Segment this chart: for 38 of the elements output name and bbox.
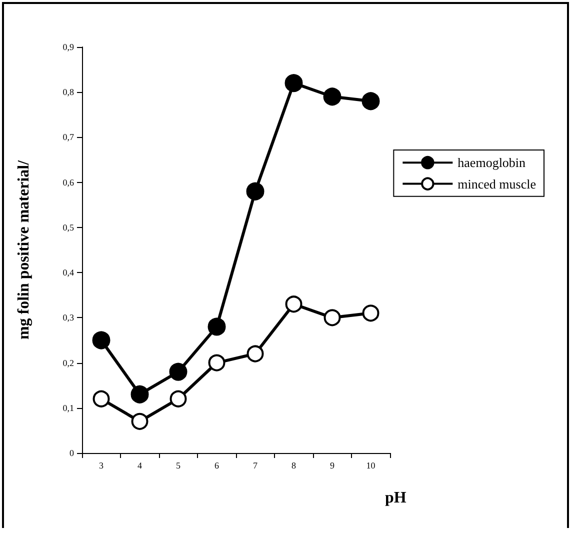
point xyxy=(170,390,187,408)
y-tick-label: 0,8 xyxy=(62,87,74,98)
point xyxy=(362,304,380,322)
point xyxy=(92,390,110,408)
x-tick-label: 3 xyxy=(99,460,104,470)
y-tick-label: 0,1 xyxy=(62,402,74,413)
x-tick-label: 8 xyxy=(292,460,296,470)
legend-label: haemoglobin xyxy=(458,155,526,170)
y-tick-label: 0,4 xyxy=(62,268,74,278)
point xyxy=(92,331,110,350)
point xyxy=(169,362,188,381)
point xyxy=(130,385,149,404)
y-tick-label: 0,3 xyxy=(62,312,74,323)
x-tick-label: 10 xyxy=(366,460,376,470)
point xyxy=(285,296,302,313)
point xyxy=(362,92,380,110)
point xyxy=(246,345,264,362)
y-tick-label: 0 xyxy=(70,448,74,458)
x-axis-title: pH xyxy=(385,490,407,506)
point xyxy=(208,318,226,336)
y-tick-label: 0,2 xyxy=(62,358,74,368)
point xyxy=(324,309,341,326)
y-axis-title: mg folin positive material/ xyxy=(16,160,32,340)
point xyxy=(284,74,303,92)
x-tick-label: 4 xyxy=(138,460,142,470)
y-tick-label: 0,5 xyxy=(62,222,74,232)
point xyxy=(131,412,148,430)
y-tick-label: 0,9 xyxy=(62,42,74,52)
point xyxy=(246,182,264,200)
y-tick-label: 0,6 xyxy=(62,177,74,188)
legend-label: minced muscle xyxy=(458,176,536,192)
y-tick-label: 0,7 xyxy=(62,132,74,142)
x-tick-label: 6 xyxy=(214,460,220,470)
x-tick-label: 9 xyxy=(330,460,335,470)
point xyxy=(323,88,342,106)
x-tick-label: 5 xyxy=(176,460,181,470)
point xyxy=(208,354,226,372)
x-tick-label: 7 xyxy=(253,460,258,470)
